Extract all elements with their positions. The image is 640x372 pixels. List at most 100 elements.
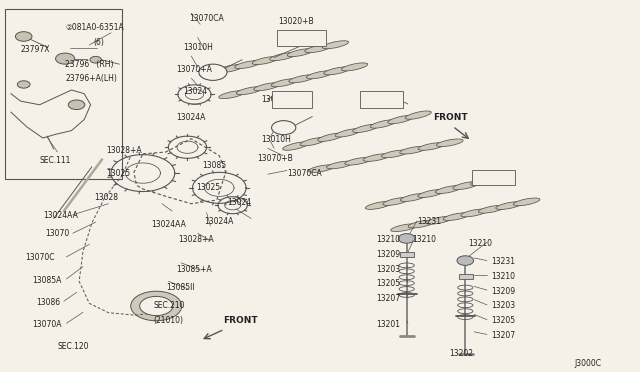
Text: 13231: 13231 — [491, 257, 515, 266]
Text: SEC.111: SEC.111 — [40, 155, 71, 165]
Text: 23796   (RH): 23796 (RH) — [65, 60, 114, 69]
Circle shape — [140, 296, 173, 315]
Circle shape — [271, 121, 296, 135]
Ellipse shape — [478, 205, 505, 213]
Bar — [459, 274, 473, 279]
Ellipse shape — [381, 150, 408, 158]
Ellipse shape — [436, 139, 463, 147]
Text: 13070CA: 13070CA — [189, 13, 224, 22]
Ellipse shape — [289, 75, 315, 83]
Text: 13024AA: 13024AA — [151, 220, 186, 229]
Ellipse shape — [254, 83, 280, 91]
Text: 13210: 13210 — [376, 235, 400, 244]
Ellipse shape — [435, 186, 461, 193]
Ellipse shape — [287, 49, 314, 57]
Text: 13210: 13210 — [412, 235, 436, 244]
Bar — [472, 170, 515, 185]
Ellipse shape — [400, 147, 426, 154]
Text: (21010): (21010) — [153, 316, 183, 325]
Ellipse shape — [388, 115, 414, 124]
Circle shape — [457, 256, 474, 265]
Ellipse shape — [365, 202, 392, 209]
Ellipse shape — [363, 154, 390, 161]
Text: J3000C: J3000C — [575, 359, 602, 368]
Text: 13207: 13207 — [491, 331, 515, 340]
Text: SEC.210: SEC.210 — [153, 301, 184, 311]
Ellipse shape — [341, 63, 368, 71]
Circle shape — [202, 67, 219, 77]
Ellipse shape — [418, 143, 445, 150]
Text: 13028: 13028 — [94, 193, 118, 202]
Ellipse shape — [470, 178, 497, 186]
Circle shape — [275, 123, 292, 132]
Ellipse shape — [300, 138, 326, 146]
Ellipse shape — [461, 209, 487, 217]
Text: 13024A: 13024A — [204, 217, 234, 225]
Text: 13203: 13203 — [491, 301, 515, 311]
Ellipse shape — [418, 190, 444, 198]
Text: 13010H: 13010H — [261, 135, 291, 144]
Text: 13024: 13024 — [228, 198, 252, 207]
Text: 13085+A: 13085+A — [177, 264, 212, 273]
Ellipse shape — [345, 157, 371, 165]
Ellipse shape — [444, 213, 470, 221]
Text: 13024A: 13024A — [177, 113, 206, 122]
Ellipse shape — [269, 53, 296, 61]
Ellipse shape — [324, 67, 350, 75]
Circle shape — [131, 291, 182, 321]
Circle shape — [17, 81, 30, 88]
Text: 13020+C: 13020+C — [478, 172, 514, 181]
Text: 13020+B: 13020+B — [278, 17, 314, 26]
Text: 13025: 13025 — [196, 183, 220, 192]
Circle shape — [199, 64, 227, 80]
Text: 13028+A: 13028+A — [106, 147, 142, 155]
Ellipse shape — [390, 224, 417, 232]
Text: 23797X: 23797X — [20, 45, 50, 54]
Ellipse shape — [308, 165, 335, 173]
Bar — [4, 9, 122, 179]
Text: FRONT: FRONT — [433, 113, 468, 122]
Circle shape — [90, 57, 101, 63]
Text: 13086: 13086 — [36, 298, 61, 307]
Circle shape — [15, 32, 32, 41]
Text: 13231: 13231 — [417, 217, 441, 225]
Text: 13070+A: 13070+A — [177, 65, 212, 74]
Ellipse shape — [383, 198, 409, 205]
Text: 13210: 13210 — [491, 272, 515, 281]
Ellipse shape — [217, 65, 243, 73]
Text: 23796+A(LH): 23796+A(LH) — [65, 74, 117, 83]
Ellipse shape — [307, 71, 333, 79]
Ellipse shape — [408, 220, 435, 228]
Ellipse shape — [335, 129, 361, 137]
Bar — [360, 92, 403, 108]
Text: 13070: 13070 — [45, 230, 69, 238]
Text: 13025: 13025 — [106, 169, 131, 177]
Text: 13020: 13020 — [261, 95, 285, 104]
Text: 13010H: 13010H — [183, 43, 213, 52]
Text: 13070CA: 13070CA — [287, 169, 322, 177]
Ellipse shape — [326, 161, 353, 169]
Ellipse shape — [513, 198, 540, 206]
Text: SEC.120: SEC.120 — [58, 342, 89, 351]
Ellipse shape — [488, 174, 515, 182]
Ellipse shape — [405, 111, 431, 119]
Ellipse shape — [305, 45, 331, 53]
Text: 13085: 13085 — [202, 161, 226, 170]
Text: 13024: 13024 — [183, 87, 207, 96]
Bar — [272, 92, 312, 108]
Text: 13070A: 13070A — [32, 320, 61, 329]
Text: 13028+A: 13028+A — [179, 235, 214, 244]
Ellipse shape — [401, 193, 427, 202]
Bar — [276, 30, 326, 46]
Text: 13202: 13202 — [449, 350, 473, 359]
Text: (6): (6) — [94, 38, 105, 46]
Text: 13020+A: 13020+A — [364, 95, 399, 104]
Text: 13085A: 13085A — [32, 276, 61, 285]
Circle shape — [68, 100, 85, 110]
Text: 13205: 13205 — [376, 279, 400, 288]
Text: 13024AA: 13024AA — [43, 211, 77, 220]
Ellipse shape — [353, 124, 379, 132]
Ellipse shape — [453, 182, 479, 190]
Ellipse shape — [219, 91, 245, 99]
Text: 13207: 13207 — [376, 294, 400, 303]
